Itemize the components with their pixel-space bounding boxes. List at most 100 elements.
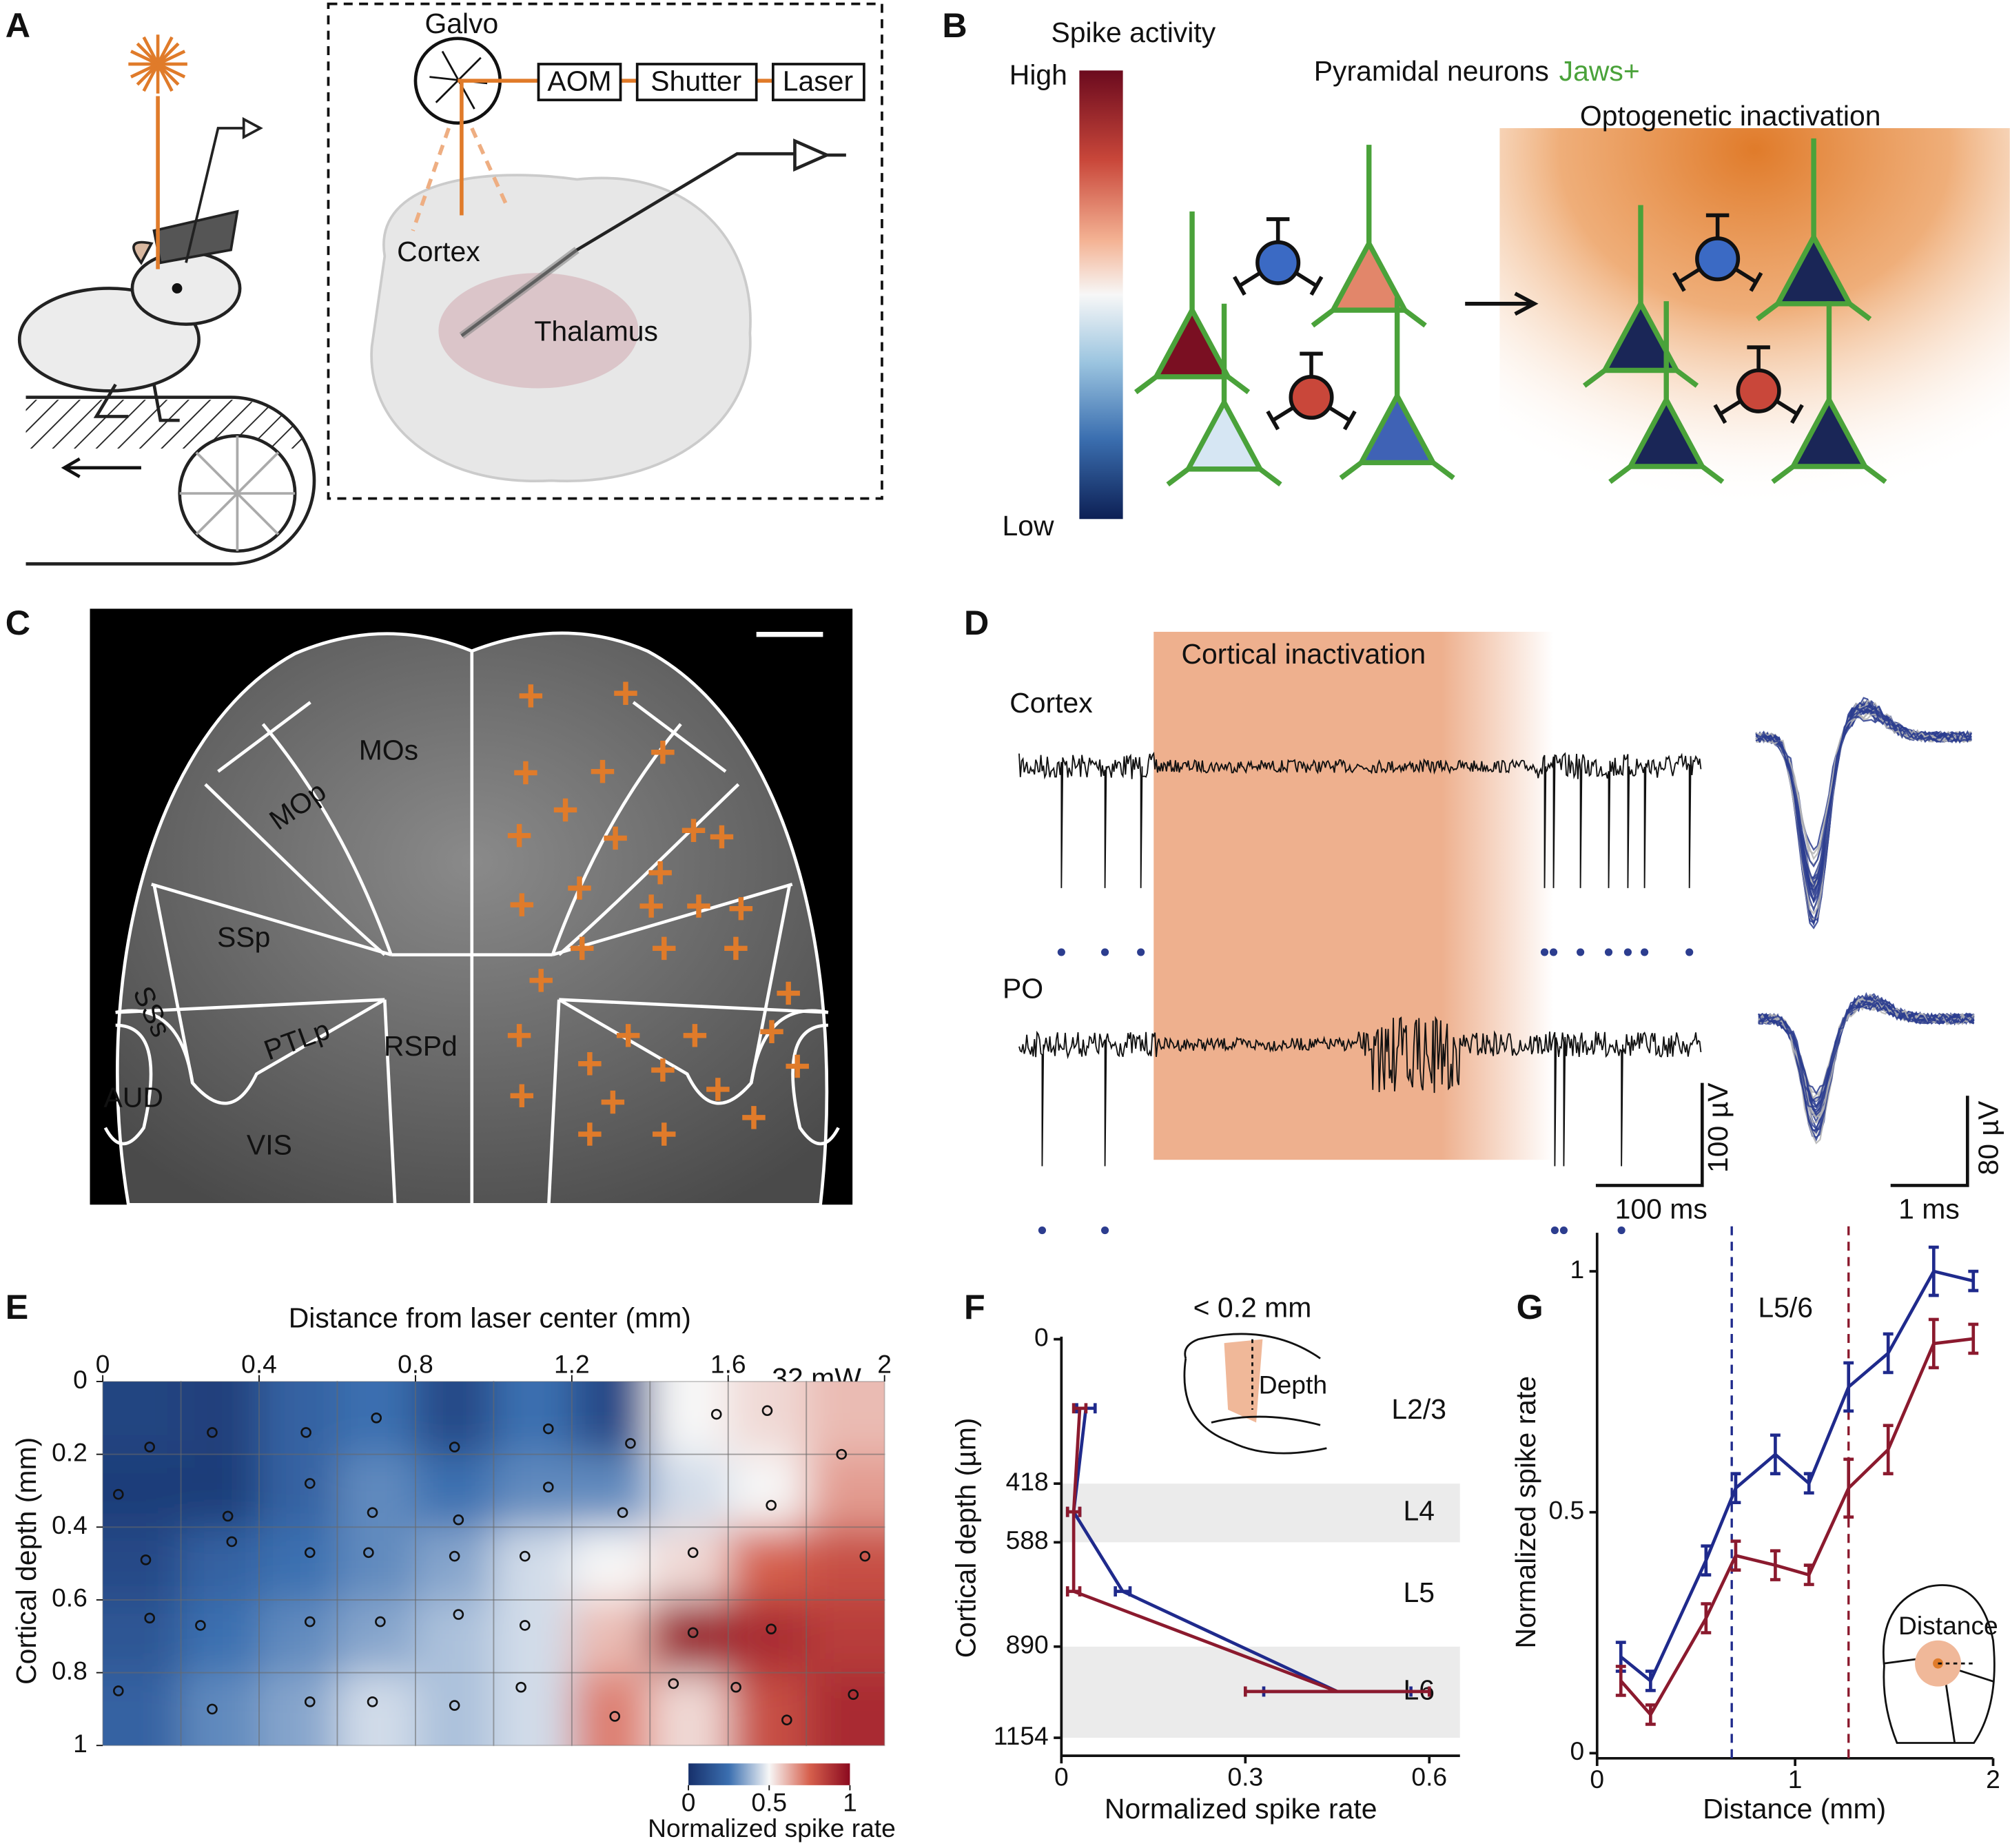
laser-site (724, 936, 748, 961)
interneuron-soma (1736, 368, 1781, 413)
interneuron-soma (1255, 240, 1301, 285)
y-tick-label: 0.2 (52, 1437, 88, 1466)
heat-cell (181, 1527, 260, 1601)
region-label: SSp (217, 921, 270, 953)
pyramidal-soma (1600, 298, 1681, 373)
x-tick-label: 1 (1788, 1765, 1803, 1794)
heat-cell (493, 1599, 573, 1674)
recording-site (207, 1427, 218, 1438)
label: Cortical inactivation (1182, 638, 1426, 670)
label: Optogenetic inactivation (1580, 100, 1881, 132)
grid-cell (493, 1453, 573, 1528)
label: Cortex (397, 236, 480, 267)
laser-site (760, 1020, 783, 1043)
laser-site (507, 823, 531, 848)
label: 100 ms (1615, 1193, 1708, 1224)
spike-dot (1137, 948, 1145, 956)
x-tick-label: 0.8 (398, 1349, 433, 1378)
grid-cell (806, 1526, 885, 1601)
axis-label: Cortical depth (µm) (950, 1418, 981, 1659)
spike-dot (1577, 948, 1585, 956)
waveform (1758, 999, 1975, 1096)
grid-cell (102, 1381, 182, 1455)
grid-cell (727, 1526, 808, 1601)
opto-region (1499, 127, 2010, 551)
grid-cell (180, 1381, 260, 1455)
error-bar (1803, 1472, 1814, 1495)
error-bar (1843, 1457, 1854, 1519)
x-tick-label: 0.6 (1411, 1762, 1447, 1791)
heat-cell (493, 1672, 573, 1746)
laser-site (614, 681, 637, 705)
laser-site (578, 1051, 602, 1076)
grid-cell (102, 1599, 182, 1674)
waveform (1758, 998, 1975, 1117)
y-tick-label: 1 (73, 1729, 88, 1758)
panel-label: C (6, 604, 30, 642)
heat-cell (806, 1599, 885, 1674)
recording-site (207, 1703, 218, 1715)
laser-site (639, 894, 663, 918)
grid-cell (727, 1599, 808, 1674)
laser-sites (507, 681, 809, 1146)
recording-site (226, 1536, 238, 1548)
interneuron (1233, 217, 1324, 296)
colorbar (688, 1763, 850, 1785)
grid-cell (727, 1381, 808, 1455)
heat-cell (337, 1672, 416, 1746)
spike-dot (1100, 948, 1109, 956)
label: Cortex (1009, 687, 1093, 719)
grid-cell (180, 1599, 260, 1674)
laser-site (601, 1090, 625, 1114)
x-tick-label: 0 (1054, 1762, 1069, 1791)
panel-label: D (964, 604, 989, 642)
voltage-trace (1018, 751, 1702, 888)
mouse-ear (132, 240, 154, 265)
label: Shutter (650, 65, 741, 97)
panel-d: Cortical inactivation Cortex PO 100 µV 1… (1003, 631, 2004, 1235)
grid-cell (571, 1381, 651, 1455)
spike-dot (1559, 1226, 1568, 1235)
mouse-head (130, 251, 242, 326)
laser-site (510, 1084, 534, 1107)
grid-cell (336, 1599, 416, 1674)
grid-cell (727, 1453, 808, 1528)
error-bar (1928, 1317, 1939, 1370)
spike-dot (1685, 948, 1694, 956)
label: PO (1003, 973, 1043, 1005)
recording-site (449, 1441, 460, 1452)
heat-cell (337, 1599, 416, 1674)
spike-dot (1038, 1226, 1047, 1235)
colorbar-tick-label: 0.5 (751, 1788, 787, 1817)
grid-cell (727, 1672, 808, 1747)
chart-title: < 0.2 mm (1193, 1292, 1312, 1324)
laser-box (771, 63, 865, 101)
error-bar (1615, 1665, 1626, 1697)
axis-label: Cortical depth (mm) (10, 1437, 42, 1685)
recording-site (367, 1696, 378, 1707)
grid-cell (571, 1453, 651, 1528)
grid-cell (649, 1526, 729, 1601)
heat-cell (650, 1672, 729, 1746)
error-bar (1883, 1424, 1894, 1476)
grid-cell (415, 1599, 495, 1674)
recording-site (304, 1478, 316, 1489)
grid-cell (493, 1672, 573, 1747)
heat-cell (181, 1599, 260, 1674)
direction-arrow (61, 457, 141, 478)
heat-cell (728, 1672, 808, 1746)
y-tick-label: 588 (1006, 1526, 1049, 1554)
x-tick-label: 0 (1590, 1765, 1604, 1794)
interneuron (1713, 345, 1804, 424)
grid-cell (649, 1381, 729, 1455)
heat-cell (571, 1599, 651, 1674)
heat-cell (103, 1599, 182, 1674)
recording-site (766, 1499, 777, 1511)
recording-site (367, 1507, 378, 1518)
series-line (1619, 1269, 1974, 1684)
voltage-trace (1018, 1016, 1702, 1167)
heat-cell (103, 1672, 182, 1746)
heat-cell (337, 1527, 416, 1601)
laser-site (578, 1122, 602, 1146)
grid-cell (102, 1526, 182, 1601)
